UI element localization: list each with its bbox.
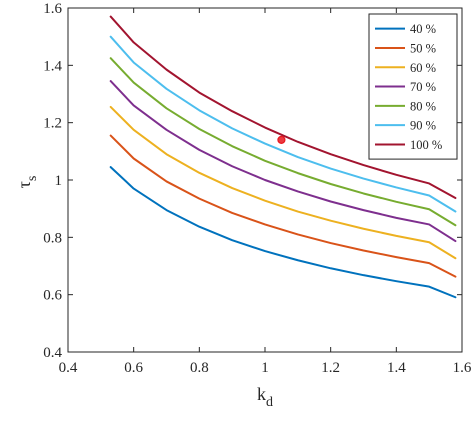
x-tick-label: 0.8	[190, 360, 209, 376]
legend-label-60: 60 %	[410, 61, 436, 75]
x-axis-title: kd	[257, 384, 273, 410]
y-axis-title-subscript: s	[25, 176, 40, 181]
series-line-40	[109, 166, 457, 299]
x-axis-title-subscript: d	[266, 395, 273, 410]
legend-label-40: 40 %	[410, 22, 436, 36]
x-tick-label: 1.2	[321, 360, 340, 376]
legend-label-100: 100 %	[410, 138, 442, 152]
series-line-60	[109, 105, 457, 260]
series-line-70	[109, 80, 457, 243]
x-axis-ticks: 0.4 0.6 0.8 1 1.2 1.4 1.6	[59, 8, 472, 376]
legend-label-90: 90 %	[410, 119, 436, 133]
series-line-90	[109, 35, 457, 213]
y-tick-label: 0.4	[43, 345, 62, 361]
x-tick-label: 0.4	[59, 360, 78, 376]
y-tick-label: 0.8	[43, 230, 62, 246]
y-tick-label: 1.4	[43, 58, 62, 74]
y-tick-label: 1	[55, 173, 63, 189]
x-tick-label: 1	[261, 360, 269, 376]
x-tick-label: 1.4	[387, 360, 406, 376]
series-line-100	[109, 15, 457, 200]
x-tick-label: 0.6	[124, 360, 143, 376]
x-tick-label: 1.6	[453, 360, 472, 376]
series-lines	[109, 15, 457, 299]
y-axis-title-main: τ	[14, 181, 34, 188]
x-axis-title-main: k	[257, 384, 266, 404]
series-line-80	[109, 57, 457, 227]
legend-label-80: 80 %	[410, 99, 436, 113]
y-tick-label: 0.6	[43, 288, 62, 304]
y-axis-title: τs	[14, 176, 40, 189]
highlight-marker-point	[277, 135, 286, 144]
legend: 40 % 50 % 60 % 70 % 80 % 90 % 100 %	[368, 13, 458, 160]
y-tick-label: 1.2	[43, 116, 62, 132]
legend-label-70: 70 %	[410, 80, 436, 94]
annotations	[277, 135, 286, 144]
legend-label-50: 50 %	[410, 41, 436, 55]
series-line-50	[109, 134, 457, 278]
y-tick-label: 1.6	[43, 1, 62, 17]
y-axis-ticks: 0.4 0.6 0.8 1 1.2 1.4 1.6	[43, 1, 462, 361]
